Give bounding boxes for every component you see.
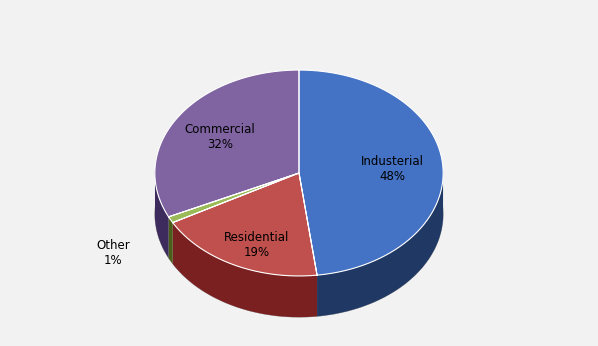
Polygon shape xyxy=(155,70,299,217)
Ellipse shape xyxy=(155,111,443,317)
Polygon shape xyxy=(173,173,317,276)
Polygon shape xyxy=(155,169,169,258)
Text: Other
1%: Other 1% xyxy=(96,239,130,267)
Polygon shape xyxy=(317,169,443,316)
Text: Industerial
48%: Industerial 48% xyxy=(361,155,424,183)
Polygon shape xyxy=(173,222,317,317)
Polygon shape xyxy=(169,173,299,222)
Polygon shape xyxy=(299,70,443,275)
Text: Commercial
32%: Commercial 32% xyxy=(185,123,255,151)
Text: Residential
19%: Residential 19% xyxy=(224,231,289,259)
Polygon shape xyxy=(169,217,173,264)
